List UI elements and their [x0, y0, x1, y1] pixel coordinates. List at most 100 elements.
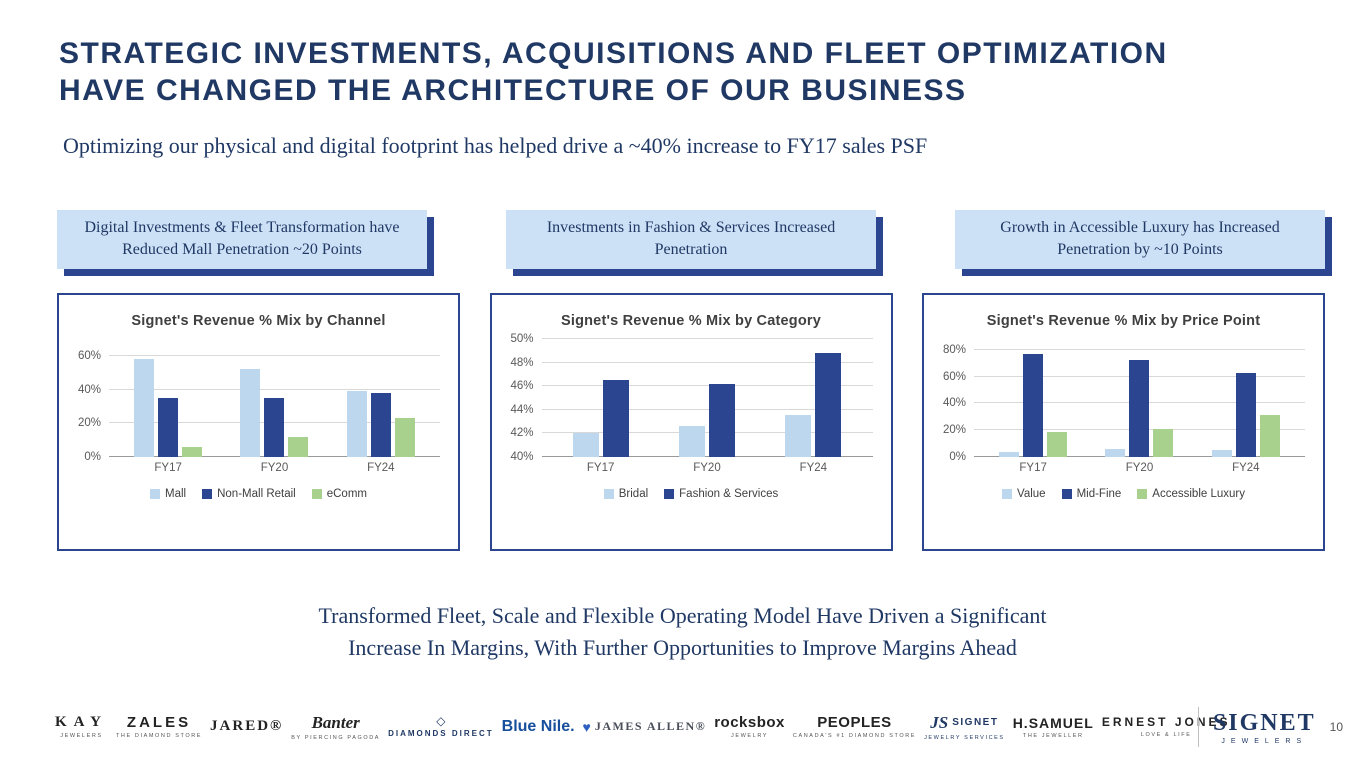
slide-title: STRATEGIC INVESTMENTS, ACQUISITIONS AND … — [59, 36, 1168, 109]
brand-name: JAMES ALLEN® — [594, 719, 707, 734]
signet-logo-name: SIGNET — [1212, 709, 1316, 736]
legend-item: Fashion & Services — [664, 488, 778, 500]
legend-item: Value — [1002, 488, 1046, 500]
brand-name: JARED® — [210, 718, 284, 735]
plot-column: FY17 FY20 FY24 — [541, 338, 873, 474]
brand-jared: JARED® — [210, 718, 283, 735]
legend: Mall Non-Mall Retail eComm — [59, 488, 458, 500]
y-tick-label: 20% — [77, 417, 101, 430]
slide-title-line-2: HAVE CHANGED THE ARCHITECTURE OF OUR BUS… — [59, 73, 967, 107]
chart-title-price-point: Signet's Revenue % Mix by Price Point — [986, 313, 1261, 329]
brand-zales: ZALES THE DIAMOND STORE — [116, 714, 202, 740]
chart-panel-category: Signet's Revenue % Mix by Category 40% 42… — [489, 293, 893, 551]
x-axis: FY17 FY20 FY24 — [974, 462, 1305, 474]
gridline — [541, 338, 873, 339]
takeaway-line-2: Increase In Margins, With Further Opport… — [348, 634, 1017, 660]
brand-subtext: JEWELERS — [60, 733, 103, 740]
brand-subtext: JEWELRY — [731, 733, 769, 740]
brand-name: H.SAMUEL — [1012, 714, 1094, 731]
chart-canvas: 40% 42% 44% 46% 48% 50% FY17 FY20 FY24 Bridal Fash… — [492, 333, 891, 500]
brand-name-line: H.SAMUEL — [1013, 715, 1094, 731]
legend-swatch — [202, 489, 213, 499]
brand-name-line: ZALES — [127, 714, 191, 731]
brand-name: Blue Nile. — [501, 717, 575, 735]
y-tick-label: 20% — [942, 424, 966, 437]
legend-label: Accessible Luxury — [1152, 488, 1245, 500]
page-number: 10 — [1329, 720, 1343, 734]
signet-jewelers-logo: SIGNET JEWELERS — [1213, 710, 1316, 745]
y-tick-label: 0% — [949, 451, 966, 463]
bar-non-mall-retail — [158, 398, 179, 457]
x-tick-label: FY17 — [1019, 462, 1047, 474]
bar-groups — [974, 339, 1305, 457]
bar-bridal — [785, 414, 812, 457]
bar-ecomm — [288, 436, 309, 457]
y-tick-label: 60% — [77, 349, 101, 362]
x-tick-label: FY17 — [154, 462, 182, 474]
brand-diamonds-direct: ◇ DIAMONDS DIRECT — [388, 715, 494, 738]
brand-peoples: PEOPLES CANADA'S #1 DIAMOND STORE — [793, 714, 916, 740]
gridline — [541, 432, 873, 434]
brand-name: rocksbox — [714, 714, 785, 732]
chart-panel-price-point: Signet's Revenue % Mix by Price Point 0%… — [922, 293, 1325, 551]
gridline — [541, 361, 873, 363]
takeaway-text: Transformed Fleet, Scale and Flexible Op… — [0, 600, 1365, 664]
x-tick-label: FY20 — [1125, 462, 1154, 474]
bar-mid-fine — [1129, 360, 1150, 457]
bar-group — [980, 339, 1086, 457]
bar-bridal — [678, 426, 705, 457]
brand-subtext: BY PIERCING PAGODA — [291, 734, 381, 741]
legend-label: Mall — [165, 488, 187, 500]
brand-name: DIAMONDS DIRECT — [388, 729, 494, 739]
brand-name-line: Banter — [312, 713, 360, 733]
x-tick-label: FY17 — [586, 462, 615, 474]
y-tick-label: 48% — [510, 356, 534, 369]
brand-rocksbox: rocksbox JEWELRY — [714, 714, 785, 740]
legend-swatch — [1137, 489, 1148, 499]
brand-name-line: JS SIGNET — [930, 713, 998, 733]
y-axis: 0% 20% 40% 60% 80% — [932, 339, 974, 463]
legend-swatch — [311, 489, 322, 499]
legend-item: Bridal — [603, 488, 648, 500]
bar-fashion-services — [602, 380, 629, 457]
legend-label: Value — [1017, 488, 1046, 500]
brand-name-line: Blue Nile. — [502, 718, 575, 736]
footer: KAY JEWELERS ZALES THE DIAMOND STORE JARED® B… — [0, 698, 1365, 756]
chart-row: 0% 20% 40% 60% FY17 FY20 FY24 — [59, 339, 458, 474]
bar-fashion-services — [708, 383, 735, 457]
diamond-icon: ◇ — [436, 714, 446, 729]
plot-area — [974, 339, 1305, 457]
chart-title-category: Signet's Revenue % Mix by Category — [560, 313, 822, 329]
plot-column: FY17 FY20 FY24 — [974, 339, 1305, 474]
bar-groups — [109, 339, 440, 457]
bar-fashion-services — [815, 353, 842, 457]
y-tick-label: 40% — [510, 451, 534, 463]
bar-mall — [240, 369, 261, 457]
y-tick-label: 80% — [942, 343, 966, 356]
bar-accessible-luxury — [1047, 431, 1068, 457]
legend-item: eComm — [311, 488, 367, 500]
bar-group — [1193, 339, 1299, 457]
signet-logo-subtext: JEWELERS — [1221, 737, 1308, 745]
chart-panels: Signet's Revenue % Mix by Channel 0% 20% 4… — [57, 293, 1325, 551]
bar-value — [1211, 450, 1232, 457]
callout-channel: Digital Investments & Fleet Transformati… — [57, 210, 427, 269]
brand-name-line: JARED® — [210, 718, 283, 735]
bar-mall — [346, 391, 367, 457]
bar-value — [999, 451, 1020, 457]
bar-ecomm — [394, 418, 415, 457]
bar-mid-fine — [1235, 372, 1256, 457]
bar-group — [115, 339, 221, 457]
chart-row: 0% 20% 40% 60% 80% FY17 FY20 FY24 — [924, 339, 1323, 474]
bar-group — [548, 339, 654, 457]
brand-signet-js: JS SIGNET JEWELRY SERVICES — [924, 713, 1005, 741]
chart-title-channel: Signet's Revenue % Mix by Channel — [131, 313, 386, 329]
y-axis: 0% 20% 40% 60% — [67, 339, 109, 463]
x-axis: FY17 FY20 FY24 — [542, 462, 873, 474]
callout-price-point: Growth in Accessible Luxury has Increase… — [955, 210, 1325, 269]
brand-name-line: ERNEST JONES — [1102, 715, 1231, 730]
brand-subtext: THE JEWELLER — [1022, 732, 1084, 739]
y-tick-label: 50% — [510, 333, 534, 345]
brand-subtext: THE DIAMOND STORE — [115, 733, 203, 740]
